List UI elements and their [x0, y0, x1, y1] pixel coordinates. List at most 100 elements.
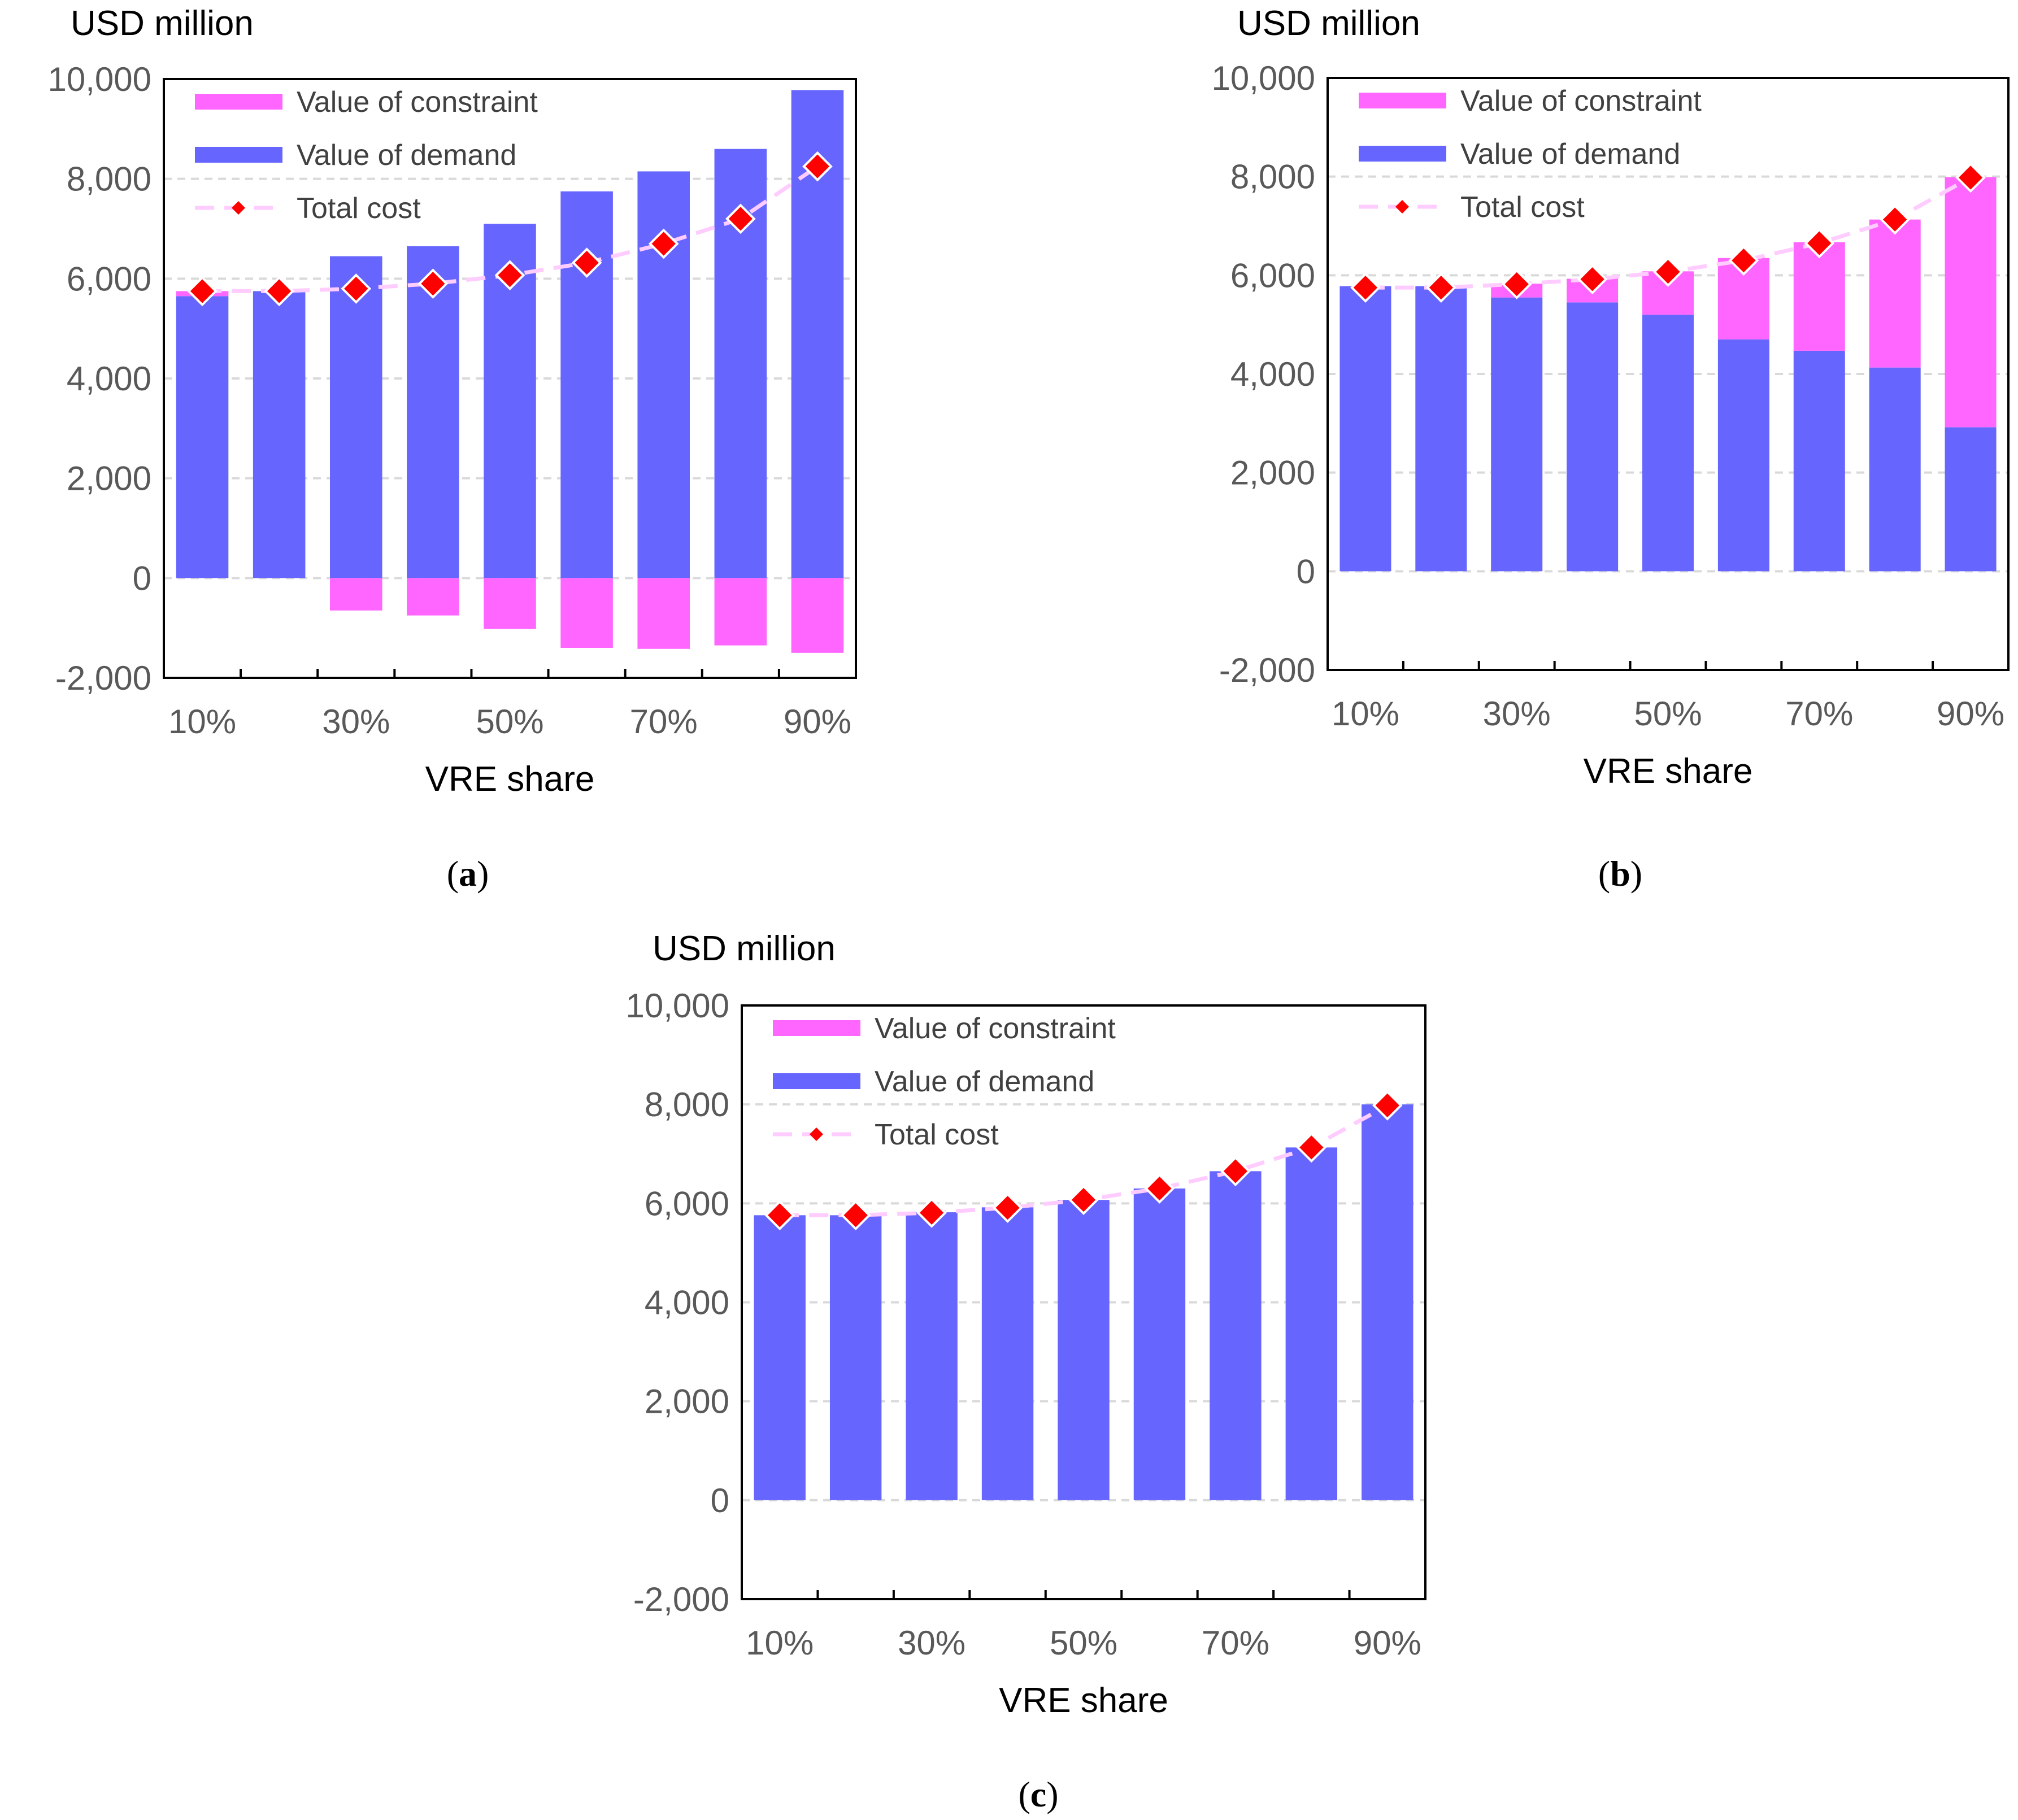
bar-value-of-constraint: [484, 578, 536, 629]
total-cost-marker: [916, 1198, 947, 1228]
bar-value-of-demand: [1869, 367, 1921, 572]
x-tick-label: 30%: [898, 1624, 965, 1662]
x-tick-label: 30%: [322, 703, 390, 741]
bar-value-of-constraint: [330, 578, 382, 611]
y-tick-label: 4,000: [1230, 355, 1315, 393]
total-cost-marker: [494, 260, 525, 290]
x-tick-label: 50%: [476, 703, 543, 741]
panel-label-close: ): [477, 854, 489, 894]
panel-label: (b): [1598, 854, 1642, 894]
x-tick-label: 90%: [1937, 695, 2004, 733]
bar-value-of-demand: [176, 296, 229, 578]
bar-value-of-constraint: [637, 578, 690, 649]
total-cost-marker: [764, 1200, 795, 1231]
y-tick-label: 8,000: [67, 160, 151, 198]
legend-label-demand: Value of demand: [875, 1065, 1094, 1098]
y-tick-label: 6,000: [67, 260, 151, 298]
y-tick-label: 2,000: [645, 1383, 729, 1421]
total-cost-marker: [187, 276, 218, 307]
total-cost-marker: [1955, 162, 1986, 193]
y-tick-label: -2,000: [55, 659, 151, 697]
total-cost-marker: [571, 247, 602, 278]
legend-swatch-constraint: [773, 1020, 860, 1036]
total-cost-marker: [1426, 272, 1456, 303]
legend-label-demand: Value of demand: [1460, 138, 1680, 171]
chart-panel-c: USD million -2,000 0 2,000 4,000 6,000 8,000 10…: [625, 929, 1426, 1814]
bar-value-of-demand: [1491, 297, 1543, 572]
bar-value-of-demand: [1133, 1188, 1186, 1500]
x-tick-label: 70%: [1785, 695, 1853, 733]
bar-value-of-constraint: [791, 578, 844, 653]
legend-swatch-demand: [195, 147, 282, 163]
unit-label: USD million: [71, 4, 254, 43]
y-tick-label: 10,000: [625, 987, 729, 1025]
x-tick-label: 30%: [1483, 695, 1551, 733]
y-tick-label: 4,000: [645, 1284, 729, 1322]
legend-swatch-constraint: [195, 94, 282, 110]
total-cost-marker: [1728, 245, 1759, 276]
total-cost-marker: [1372, 1090, 1403, 1121]
bar-value-of-demand: [1362, 1104, 1414, 1500]
bar-value-of-demand: [829, 1215, 882, 1500]
y-tick-label: 0: [711, 1482, 729, 1519]
total-cost-marker: [802, 151, 833, 182]
y-tick-label: 10,000: [47, 60, 151, 98]
x-tick-label: 10%: [746, 1624, 814, 1662]
bar-value-of-demand: [1793, 350, 1845, 572]
y-tick-label: 10,000: [1211, 59, 1315, 97]
y-tick-label: 0: [1297, 552, 1315, 590]
total-cost-marker: [1350, 272, 1381, 303]
legend-label-constraint: Value of constraint: [1460, 85, 1702, 117]
panel-label-close: ): [1046, 1774, 1058, 1814]
legend-label-total-cost: Total cost: [1460, 191, 1585, 224]
bar-value-of-constraint: [1869, 219, 1921, 368]
bar-value-of-demand: [253, 291, 306, 578]
bar-value-of-demand: [981, 1207, 1034, 1500]
bar-value-of-demand: [330, 256, 382, 578]
total-cost-marker: [1804, 228, 1835, 259]
total-cost-marker: [1068, 1185, 1099, 1216]
panel-label-letter: b: [1610, 854, 1630, 894]
bar-value-of-constraint: [1945, 177, 1997, 428]
bar-value-of-constraint: [1793, 242, 1845, 351]
legend-swatch-constraint: [1359, 93, 1446, 108]
plot-frame: [1327, 77, 2010, 671]
total-cost-marker: [648, 228, 679, 259]
y-tick-label: 8,000: [645, 1086, 729, 1124]
bar-value-of-demand: [1285, 1147, 1338, 1500]
total-cost-marker: [1880, 204, 1910, 235]
panel-label-open: (: [1598, 854, 1610, 894]
bar-value-of-demand: [1567, 302, 1619, 572]
plot-frame: [163, 78, 857, 679]
bar-value-of-demand: [1058, 1200, 1110, 1500]
legend-marker-total-cost: [232, 201, 245, 215]
y-tick-label: 8,000: [1230, 158, 1315, 196]
y-tick-label: 6,000: [645, 1185, 729, 1222]
panel-label-letter: a: [459, 854, 477, 894]
y-tick-label: 4,000: [67, 360, 151, 398]
panel-label: (a): [447, 854, 489, 894]
plot-frame: [741, 1004, 1426, 1600]
total-cost-marker: [840, 1200, 871, 1231]
x-tick-label: 90%: [784, 703, 851, 741]
x-tick-label: 10%: [1332, 695, 1399, 733]
bar-value-of-demand: [906, 1212, 958, 1500]
bar-value-of-demand: [1339, 286, 1391, 572]
legend-label-constraint: Value of constraint: [297, 86, 538, 119]
x-axis-title: VRE share: [425, 760, 595, 799]
bar-value-of-demand: [1945, 427, 1997, 572]
legend-marker-total-cost: [810, 1127, 823, 1141]
x-axis-title: VRE share: [1584, 752, 1753, 791]
y-tick-label: 6,000: [1230, 256, 1315, 294]
x-tick-label: 50%: [1050, 1624, 1117, 1662]
x-tick-label: 10%: [168, 703, 236, 741]
panel-label-open: (: [447, 854, 459, 894]
legend-swatch-demand: [1359, 146, 1446, 162]
chart-panel-b: USD million -2,000 0 2,000 4,000 6,000 8,000 10…: [1211, 4, 2010, 894]
total-cost-marker: [1296, 1132, 1327, 1163]
legend-label-total-cost: Total cost: [875, 1118, 999, 1151]
x-tick-label: 90%: [1354, 1624, 1421, 1662]
x-axis-title: VRE share: [999, 1681, 1168, 1720]
panel-label-letter: c: [1030, 1774, 1046, 1814]
